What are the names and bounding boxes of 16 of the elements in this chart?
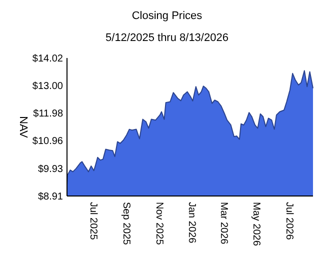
- y-tick-label: $14.02: [32, 54, 64, 64]
- y-tick-label: $13.00: [32, 81, 64, 92]
- y-tick-label: $11.98: [33, 108, 64, 120]
- x-tick-label: Nov 2025: [153, 202, 164, 246]
- x-tick-label: Jul 2026: [283, 202, 294, 240]
- x-tick-label: Jan 2026: [186, 202, 198, 244]
- y-axis-title: NAV: [17, 116, 29, 139]
- y-tick-label: $8.91: [38, 192, 64, 202]
- y-tick-label: $9.93: [38, 164, 64, 175]
- x-tick-label: Jul 2025: [87, 202, 98, 240]
- y-tick-label: $10.96: [32, 136, 64, 148]
- x-tick-label: May 2026: [250, 202, 262, 246]
- x-tick-label: Mar 2026: [218, 202, 229, 245]
- chart-title: Closing Prices: [132, 10, 203, 22]
- x-tick-label: Sep 2025: [120, 202, 132, 246]
- chart-subtitle: 5/12/2025 thru 8/13/2026: [106, 32, 228, 44]
